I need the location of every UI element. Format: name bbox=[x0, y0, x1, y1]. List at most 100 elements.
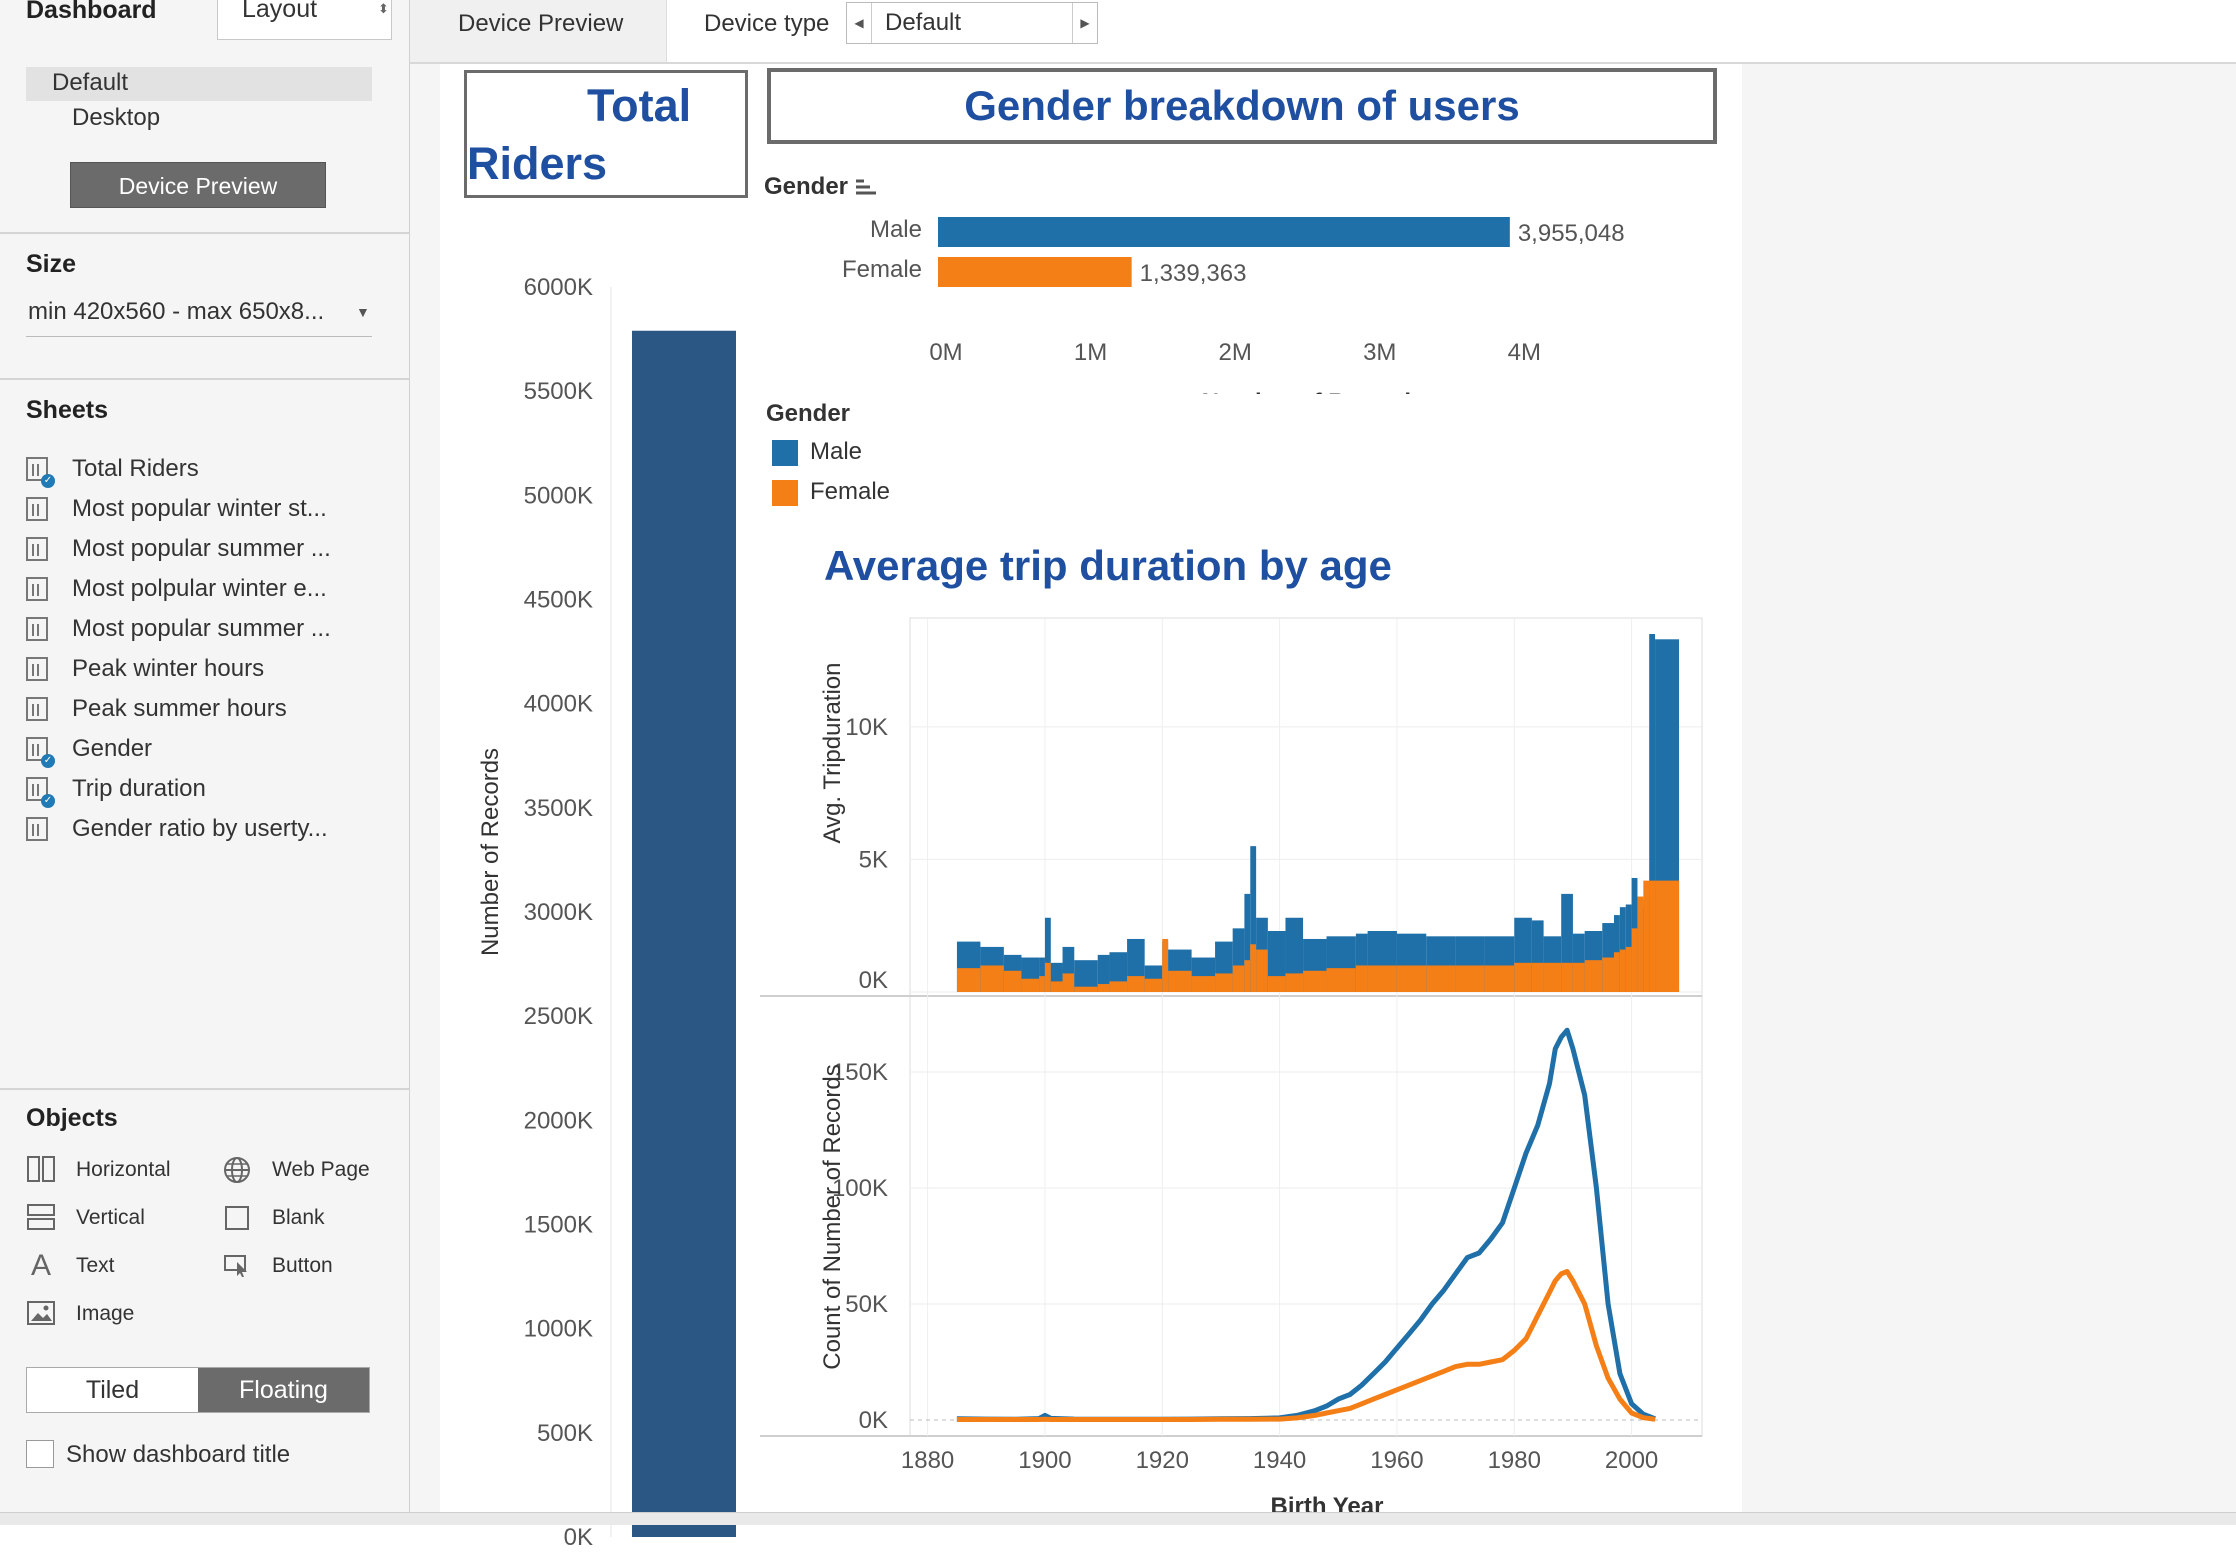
tab-device-preview[interactable]: Device Preview bbox=[410, 0, 667, 62]
sheet-item-label: Most polpular winter e... bbox=[72, 575, 327, 602]
device-type-selector[interactable]: ◀ Default ▶ bbox=[846, 2, 1098, 44]
y-tick-label: 3500K bbox=[524, 795, 593, 822]
gender-title-box[interactable]: Gender breakdown of users bbox=[767, 68, 1717, 144]
x-axis-title: Number of Records bbox=[1202, 389, 1425, 394]
device-desktop-item[interactable]: Desktop bbox=[72, 104, 161, 131]
object-image[interactable]: Image bbox=[26, 1296, 134, 1332]
area-segment-female bbox=[1655, 880, 1680, 992]
y-tick-label: 150K bbox=[832, 1059, 888, 1086]
area-segment-female bbox=[1531, 962, 1544, 992]
y-tick-label: 6000K bbox=[524, 274, 593, 301]
sheet-item[interactable]: Most popular summer ... bbox=[26, 610, 331, 648]
sheet-item[interactable]: ✓ Gender bbox=[26, 730, 152, 768]
area-segment-female bbox=[1514, 962, 1532, 992]
area-segment-female bbox=[1003, 970, 1022, 992]
checkmark-icon: ✓ bbox=[41, 754, 55, 768]
show-title-checkbox[interactable] bbox=[26, 1440, 54, 1468]
legend-label-female: Female bbox=[810, 478, 891, 505]
worksheet-icon bbox=[26, 577, 48, 601]
device-default-item[interactable]: Default bbox=[26, 67, 372, 101]
horizontal-container-icon bbox=[26, 1156, 56, 1184]
area-segment-female bbox=[980, 965, 1004, 992]
sheet-item[interactable]: ✓ Total Riders bbox=[26, 450, 199, 488]
area-segment-female bbox=[1162, 938, 1169, 992]
area-segment-female bbox=[1396, 965, 1427, 992]
floating-button[interactable]: Floating bbox=[198, 1368, 369, 1412]
y-tick-label: 50K bbox=[845, 1291, 888, 1318]
area-segment-female bbox=[1021, 978, 1040, 992]
vertical-container-icon bbox=[26, 1204, 56, 1232]
y-tick-label: 1500K bbox=[524, 1212, 593, 1239]
y-tick-label: 0K bbox=[564, 1524, 593, 1551]
area-segment-female bbox=[1244, 960, 1251, 992]
total-riders-title: Total Riders bbox=[467, 80, 692, 189]
object-text[interactable]: A Text bbox=[26, 1248, 115, 1284]
sheet-item-label: Total Riders bbox=[72, 455, 199, 482]
sheet-item[interactable]: Peak summer hours bbox=[26, 690, 287, 728]
x-tick-label: 1900 bbox=[1018, 1447, 1071, 1474]
divider bbox=[0, 232, 409, 234]
chevron-right-icon[interactable]: ▶ bbox=[1072, 3, 1097, 43]
line-series-male bbox=[956, 1027, 1657, 1422]
bottom-scrollbar[interactable] bbox=[0, 1512, 2236, 1525]
chevron-left-icon[interactable]: ◀ bbox=[847, 3, 872, 43]
area-segment-female bbox=[1062, 973, 1075, 992]
object-web-page[interactable]: Web Page bbox=[222, 1152, 370, 1188]
object-vertical[interactable]: Vertical bbox=[26, 1200, 145, 1236]
size-dropdown[interactable]: min 420x560 - max 650x8... ▼ bbox=[26, 296, 372, 337]
bar-category-label: Male bbox=[870, 216, 922, 243]
object-label: Blank bbox=[272, 1206, 325, 1229]
area-segment-male bbox=[1050, 962, 1063, 992]
sheet-item[interactable]: Peak winter hours bbox=[26, 650, 264, 688]
sheet-item[interactable]: Most popular winter st... bbox=[26, 490, 327, 528]
sheet-item[interactable]: Most polpular winter e... bbox=[26, 570, 327, 608]
total-riders-chart: 0K 500K 1000K 1500K 2000K 2500K 3000K 3500K 4000… bbox=[477, 274, 736, 1551]
y-tick-label: 2000K bbox=[524, 1107, 593, 1134]
object-button[interactable]: Button bbox=[222, 1248, 333, 1284]
area-segment-female bbox=[1232, 965, 1245, 992]
area-segment-male bbox=[1097, 954, 1110, 992]
area-segment-male bbox=[1044, 917, 1051, 992]
area-segment-male bbox=[1074, 960, 1098, 992]
area-segment-female bbox=[1614, 952, 1620, 992]
area-segment-female bbox=[1455, 965, 1485, 992]
area-segment-female bbox=[1572, 962, 1585, 992]
area-segment-female bbox=[1109, 981, 1128, 992]
device-type-label: Device type bbox=[704, 10, 830, 37]
device-preview-button[interactable]: Device Preview bbox=[70, 162, 326, 208]
bar-female bbox=[938, 257, 1132, 287]
sheet-item[interactable]: Most popular summer ... bbox=[26, 530, 331, 568]
x-tick-label: 1M bbox=[1074, 339, 1107, 366]
canvas-margin bbox=[410, 64, 440, 1512]
worksheet-icon bbox=[26, 697, 48, 721]
area-segment-female bbox=[1074, 986, 1098, 992]
x-tick-label: 1880 bbox=[901, 1447, 954, 1474]
total-riders-title-box[interactable]: Total Riders bbox=[464, 70, 748, 198]
worksheet-icon bbox=[26, 497, 48, 521]
tab-dashboard[interactable]: Dashboard bbox=[26, 0, 157, 24]
area-segment-male bbox=[1232, 928, 1245, 992]
x-tick-label: 4M bbox=[1508, 339, 1541, 366]
sheet-item-label: Gender bbox=[72, 735, 153, 762]
area-segment-female bbox=[1637, 896, 1644, 992]
y-axis-title: Number of Records bbox=[477, 748, 504, 956]
sheet-item[interactable]: ✓ Trip duration bbox=[26, 770, 206, 808]
divider bbox=[0, 1088, 409, 1090]
x-tick-label: 1980 bbox=[1488, 1447, 1541, 1474]
worksheet-icon bbox=[26, 817, 48, 841]
sheet-item[interactable]: Gender ratio by userty... bbox=[26, 810, 328, 848]
area-segment-female bbox=[956, 968, 981, 992]
tiled-button[interactable]: Tiled bbox=[27, 1368, 198, 1412]
y-tick-label: 500K bbox=[537, 1420, 593, 1447]
y-tick-label: 4500K bbox=[524, 587, 593, 614]
object-blank[interactable]: Blank bbox=[222, 1200, 325, 1236]
bar-value-label: 1,339,363 bbox=[1140, 260, 1247, 287]
legend-label-male: Male bbox=[810, 438, 863, 465]
tab-layout[interactable]: Layout ⬍ bbox=[217, 0, 392, 40]
y-tick-label: 0K bbox=[859, 967, 888, 994]
object-horizontal[interactable]: Horizontal bbox=[26, 1152, 171, 1188]
globe-icon bbox=[222, 1156, 252, 1184]
sheets-header: Sheets bbox=[26, 396, 108, 424]
area-segment-female bbox=[1602, 957, 1614, 992]
